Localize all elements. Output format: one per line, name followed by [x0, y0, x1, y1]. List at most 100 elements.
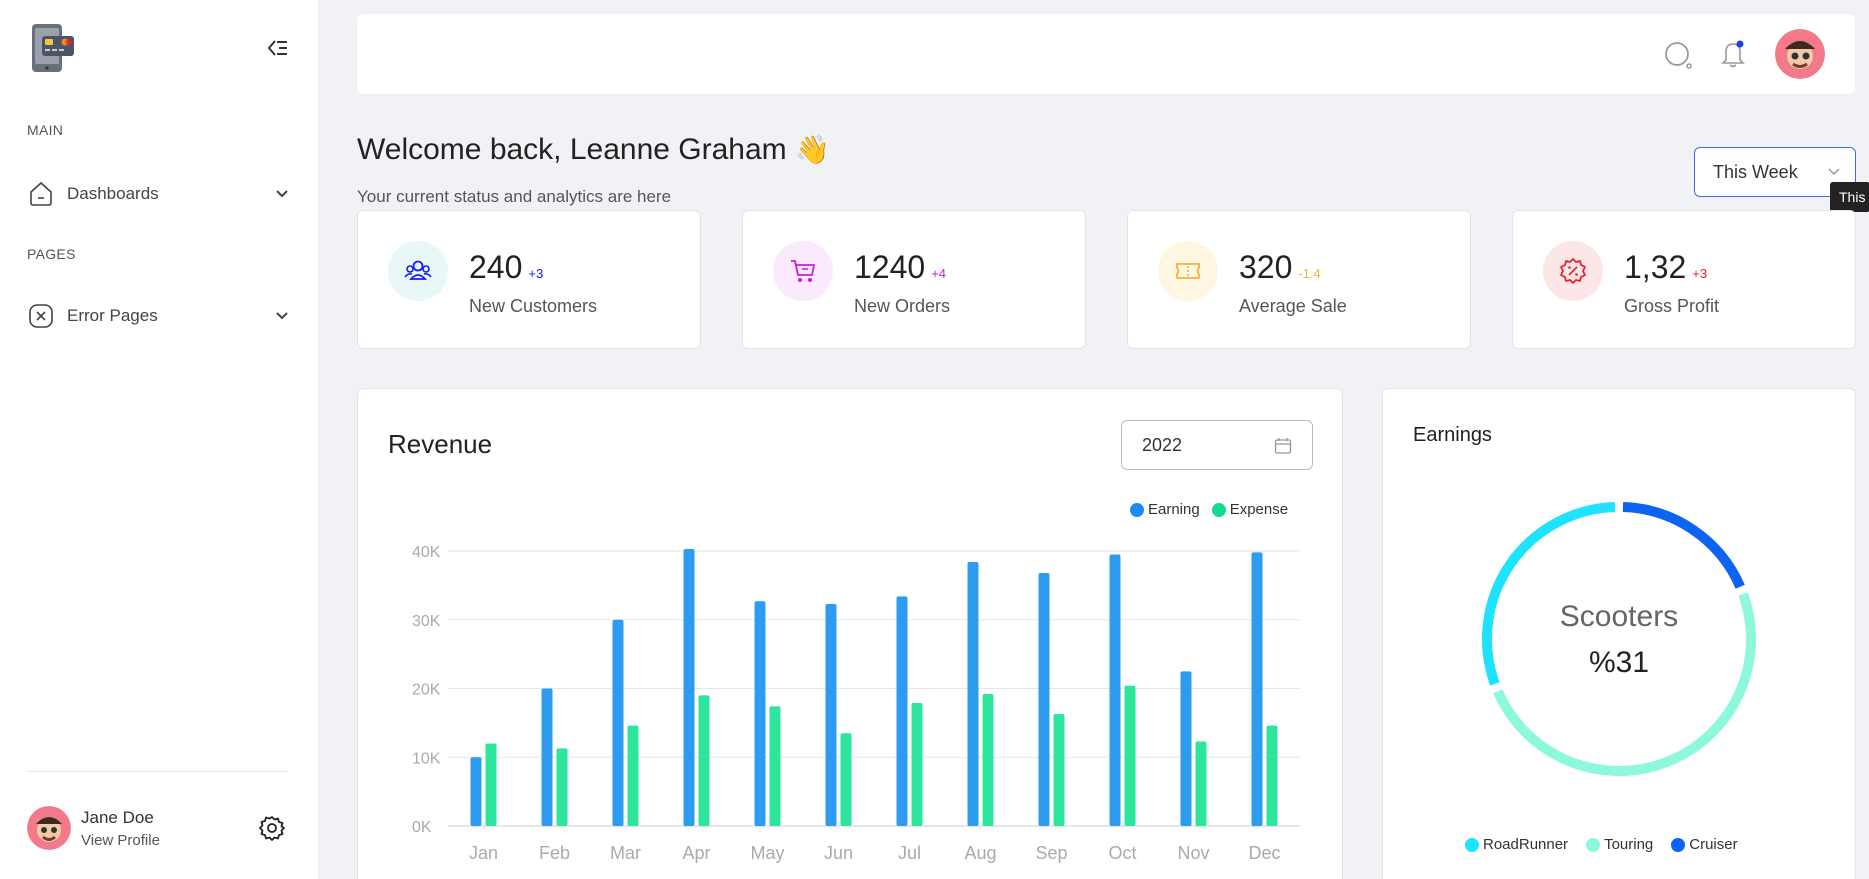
user-profile[interactable]: Jane Doe View Profile — [27, 806, 160, 850]
bar-expense — [982, 694, 994, 826]
legend-dot — [1465, 837, 1479, 852]
bar-expense — [1053, 713, 1065, 826]
search-icon[interactable] — [1663, 40, 1693, 70]
stat-icon-bg — [1543, 241, 1603, 301]
stat-icon-bg — [773, 241, 833, 301]
sidebar: MAIN Dashboards PAGES Error Pages Jane D… — [0, 0, 318, 879]
donut-center-value: %31 — [1589, 646, 1649, 679]
earnings-title: Earnings — [1413, 424, 1492, 446]
stat-card-average-sale: 320 -1.4 Average Sale — [1127, 210, 1471, 349]
period-tooltip: This — [1830, 182, 1869, 212]
bar-expense — [840, 733, 852, 826]
x-tick-label: Mar — [610, 843, 641, 863]
bar-expense — [1195, 741, 1207, 826]
stat-card-orders: 1240 +4 New Orders — [742, 210, 1086, 349]
view-profile-link[interactable]: View Profile — [81, 831, 160, 849]
calendar-icon — [1274, 438, 1292, 454]
sidebar-item-label: Error Pages — [67, 306, 158, 325]
stat-label: Average Sale — [1239, 296, 1347, 316]
legend-dot — [1671, 837, 1686, 852]
section-pages-label: PAGES — [27, 246, 76, 262]
bar-expense — [1266, 725, 1278, 826]
stat-value: 1240 +4 — [854, 249, 946, 286]
legend-item-roadrunner[interactable]: RoadRunner — [1465, 836, 1568, 853]
profile-name: Jane Doe — [81, 807, 154, 827]
revenue-chart: 0K 10K 20K 30K 40K Jan Feb Mar Apr May Jun Jul Aug Se… — [412, 544, 1300, 863]
donut-slice-cruiser — [1622, 502, 1745, 589]
bar-expense — [627, 725, 639, 826]
ticket-icon — [1176, 263, 1200, 279]
legend-dot — [1130, 502, 1144, 517]
wave-emoji: 👋 — [795, 134, 830, 165]
stat-card-gross-profit: 1,32 +3 Gross Profit — [1512, 210, 1856, 349]
users-icon — [404, 260, 432, 280]
earnings-legend: RoadRunner Touring Cruiser — [1465, 836, 1750, 853]
stat-number: 240 — [469, 249, 523, 285]
legend-label: Touring — [1604, 836, 1654, 853]
chevron-down-icon — [276, 312, 288, 320]
x-tick-label: Nov — [1177, 843, 1209, 863]
stat-label: New Orders — [854, 296, 951, 316]
stat-label: New Customers — [469, 296, 598, 316]
legend-item-expense[interactable]: Expense — [1211, 501, 1288, 518]
bar-earning — [967, 562, 979, 826]
y-tick-label: 40K — [412, 544, 441, 561]
welcome-heading: Welcome back, Leanne Graham 👋 — [357, 133, 830, 167]
period-select[interactable]: This Week — [1694, 147, 1856, 197]
bar-earning — [612, 619, 624, 826]
error-icon — [29, 304, 53, 328]
x-tick-label: Feb — [539, 843, 570, 863]
bar-earning — [1180, 671, 1192, 826]
legend-item-cruiser[interactable]: Cruiser — [1671, 836, 1738, 853]
stat-number: 1240 — [854, 249, 926, 285]
legend-item-earning[interactable]: Earning — [1130, 501, 1200, 518]
chevron-down-icon — [276, 190, 288, 198]
stat-delta: +3 — [1692, 266, 1708, 281]
legend-item-touring[interactable]: Touring — [1586, 836, 1653, 853]
y-tick-label: 10K — [412, 750, 441, 767]
earnings-chart: Scooters %31 — [1482, 502, 1756, 776]
avatar — [27, 806, 71, 850]
x-tick-label: Sep — [1035, 843, 1067, 863]
stat-value: 240 +3 — [469, 249, 543, 286]
x-tick-label: May — [750, 843, 784, 863]
collapse-sidebar-icon[interactable] — [265, 38, 289, 58]
bar-earning — [1251, 552, 1263, 826]
bar-expense — [911, 702, 923, 826]
revenue-title: Revenue — [388, 429, 493, 459]
logo-icon — [32, 24, 74, 72]
stat-label: Gross Profit — [1624, 296, 1720, 316]
x-tick-label: Apr — [682, 843, 710, 863]
y-tick-label: 0K — [412, 819, 432, 836]
sidebar-divider — [27, 771, 289, 772]
legend-label: Cruiser — [1689, 836, 1738, 853]
discount-badge-icon — [1560, 258, 1586, 284]
section-main-label: MAIN — [27, 122, 64, 138]
bar-earning — [683, 548, 695, 826]
bar-expense — [556, 748, 568, 826]
stat-icon-bg — [1158, 241, 1218, 301]
chevron-down-icon — [1828, 168, 1840, 176]
bar-earning — [754, 601, 766, 826]
y-tick-label: 30K — [412, 613, 441, 630]
sidebar-item-label: Dashboards — [67, 184, 159, 203]
gear-icon[interactable] — [259, 815, 285, 841]
bar-expense — [1124, 685, 1136, 826]
top-header — [357, 14, 1855, 94]
bar-expense — [698, 695, 710, 826]
sidebar-item-dashboards[interactable]: Dashboards — [27, 176, 289, 212]
donut-slice-roadrunner — [1482, 502, 1616, 686]
year-select[interactable]: 2022 — [1121, 420, 1313, 470]
x-tick-label: Jul — [898, 843, 921, 863]
earnings-card: Scooters %31 Earnings RoadRunner Touring … — [1382, 388, 1856, 879]
stat-icon-bg — [388, 241, 448, 301]
y-tick-label: 20K — [412, 682, 441, 699]
bar-earning — [896, 596, 908, 826]
header-avatar[interactable] — [1775, 29, 1825, 79]
bell-icon[interactable] — [1718, 38, 1748, 70]
sidebar-item-error-pages[interactable]: Error Pages — [27, 298, 289, 334]
bar-expense — [769, 706, 781, 826]
revenue-card: 0K 10K 20K 30K 40K Jan Feb Mar Apr May Jun Jul Aug Se… — [357, 388, 1343, 879]
x-tick-label: Oct — [1108, 843, 1136, 863]
stat-delta: +4 — [931, 266, 947, 281]
